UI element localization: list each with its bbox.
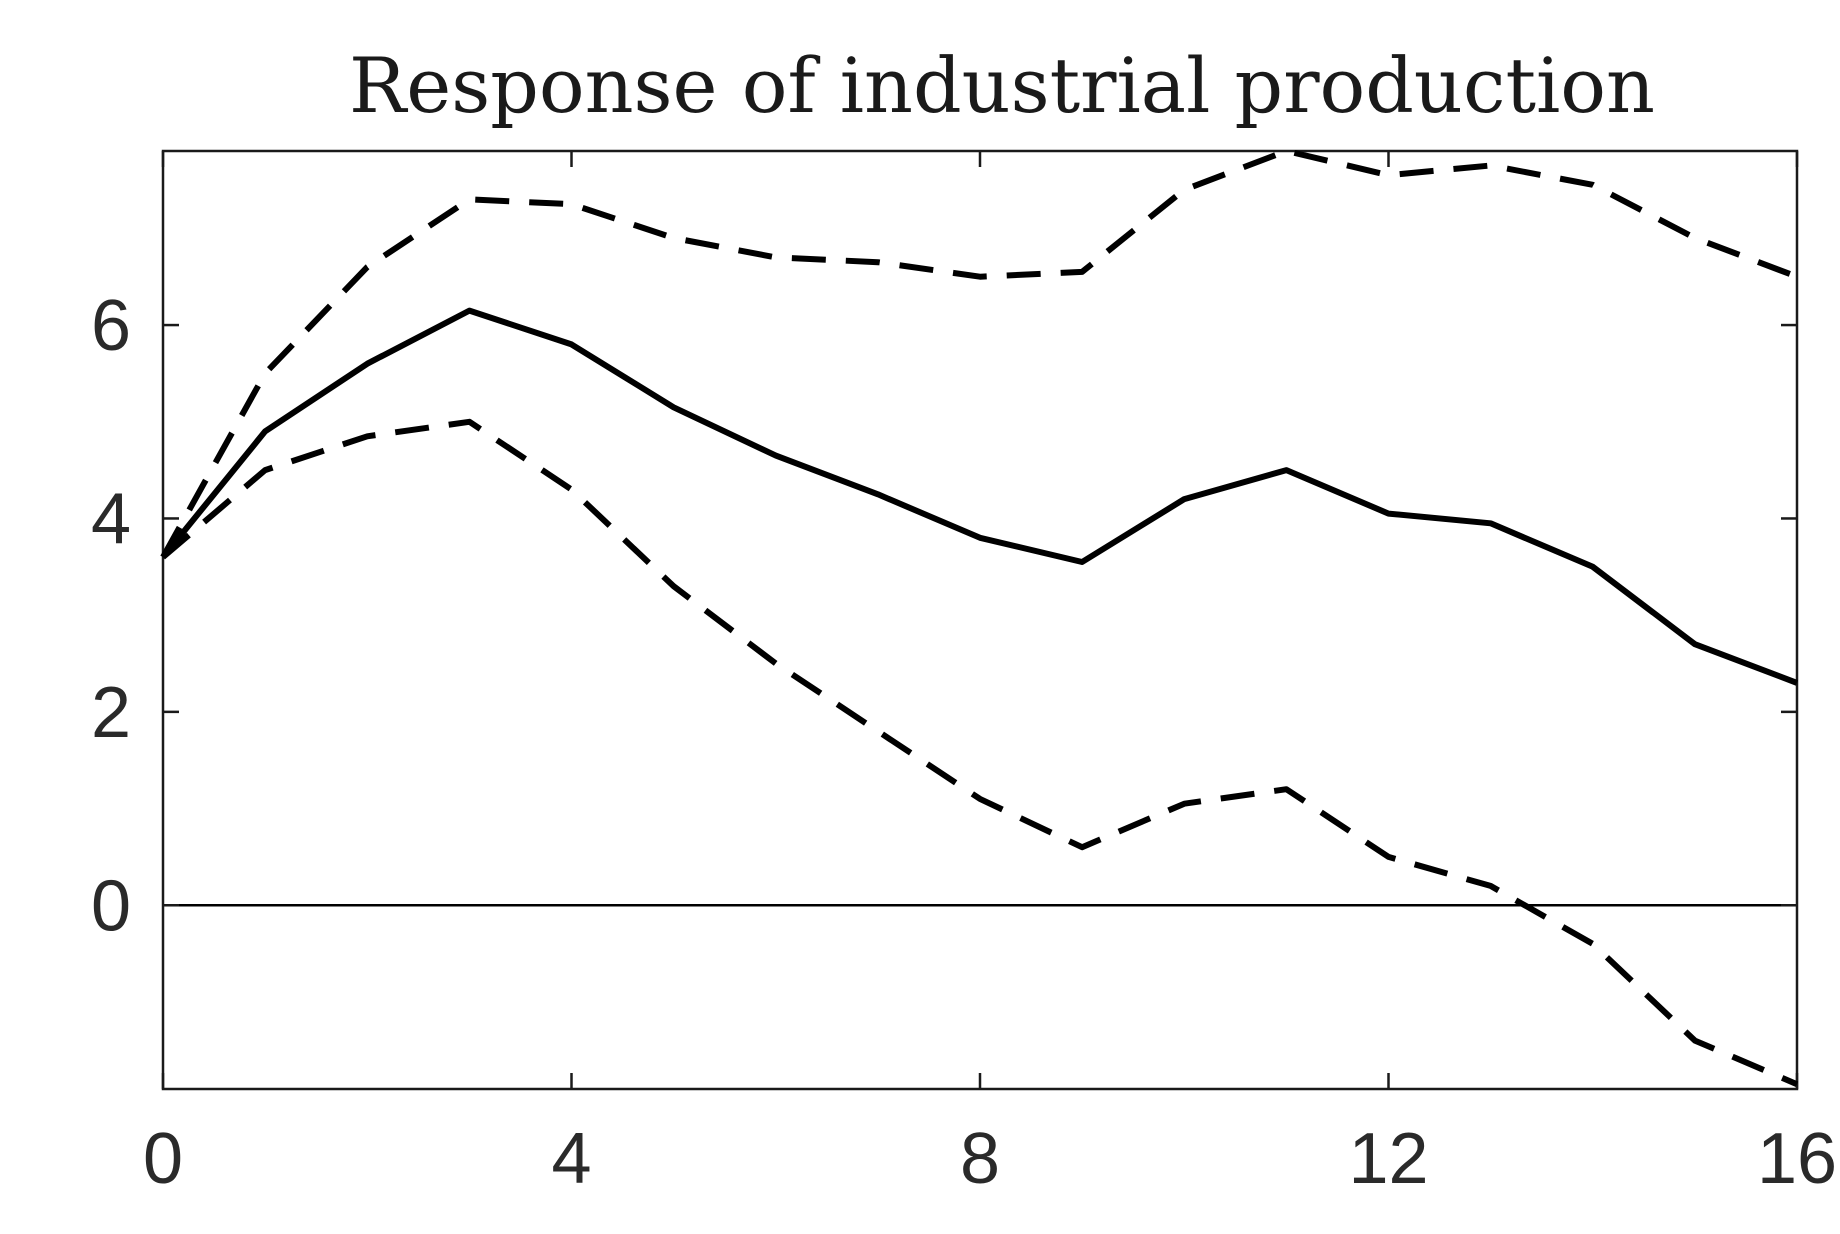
y-tick-label: 4: [91, 479, 131, 559]
chart-title: Response of industrial production: [349, 41, 1655, 130]
axes-box: [161, 149, 1799, 1091]
y-tick-label: 2: [91, 673, 131, 753]
series-line-upper-band: [160, 148, 1799, 559]
x-tick-label: 0: [143, 1119, 183, 1199]
x-tick-label: 8: [960, 1119, 1000, 1199]
plot-area: 0 4 8 12 16 0 2 4 6: [91, 148, 1837, 1199]
series-line-lower-band: [161, 418, 1799, 1087]
y-tick-label: 0: [91, 866, 131, 946]
series-line-point-estimate: [160, 307, 1799, 686]
x-tick-label: 12: [1348, 1119, 1428, 1199]
y-tick-label: 6: [91, 286, 131, 366]
x-tick-label: 16: [1757, 1119, 1837, 1199]
x-tick-label: 4: [551, 1119, 591, 1199]
